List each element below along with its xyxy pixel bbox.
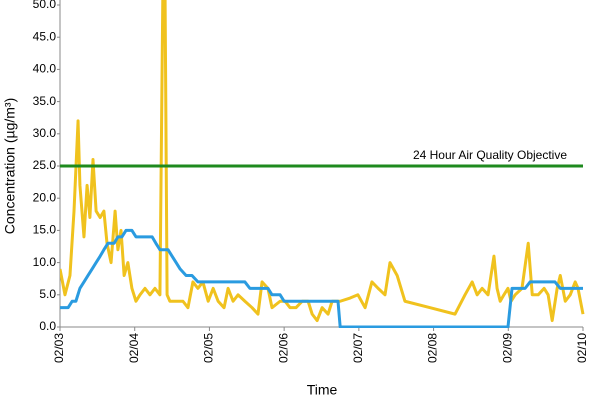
y-tick-label: 50.0 bbox=[33, 0, 57, 11]
data-line bbox=[60, 0, 585, 323]
y-tick-label: 25.0 bbox=[33, 158, 57, 172]
x-tick-label: 02/10 bbox=[575, 333, 589, 363]
plot-area bbox=[60, 0, 585, 328]
x-tick-label: 02/06 bbox=[276, 333, 290, 363]
y-tick-label: 0.0 bbox=[39, 319, 56, 333]
objective-label: 24 Hour Air Quality Objective bbox=[413, 148, 567, 162]
y-tick-label: 10.0 bbox=[33, 255, 57, 269]
y-tick-label: 15.0 bbox=[33, 223, 57, 237]
x-tick-label: 02/09 bbox=[500, 333, 514, 363]
y-tick-label: 5.0 bbox=[39, 287, 56, 301]
data-line bbox=[60, 228, 583, 328]
x-tick-label: 02/08 bbox=[426, 333, 440, 363]
x-tick-label: 02/04 bbox=[127, 333, 141, 363]
y-tick-label: 35.0 bbox=[33, 94, 57, 108]
x-tick-label: 02/05 bbox=[202, 333, 216, 363]
x-tick-label: 02/03 bbox=[52, 333, 66, 363]
y-tick-label: 30.0 bbox=[33, 126, 57, 140]
y-tick-label: 20.0 bbox=[33, 190, 57, 204]
y-tick-label: 45.0 bbox=[33, 29, 57, 43]
x-tick-label: 02/07 bbox=[351, 333, 365, 363]
x-axis-title: Time bbox=[307, 382, 338, 398]
y-axis-title: Concentration (µg/m³) bbox=[2, 98, 18, 234]
y-tick-label: 40.0 bbox=[33, 62, 57, 76]
